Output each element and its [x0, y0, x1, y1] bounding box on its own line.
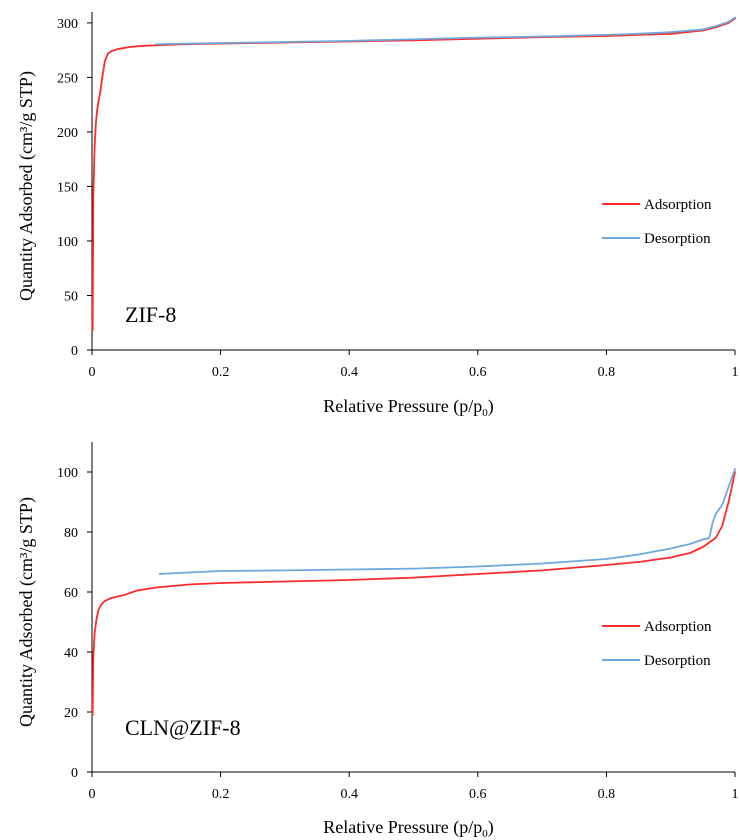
y-tick-label: 0	[71, 344, 78, 359]
x-tick-label: 0.8	[598, 787, 616, 802]
y-axis-title: Quantity Adsorbed (cm³/g STP)	[16, 71, 37, 301]
x-tick-label: 0.4	[340, 365, 358, 380]
x-axis-title-subscript: 0	[482, 828, 488, 840]
x-axis-title-end: )	[488, 396, 494, 417]
y-axis-title: Quantity Adsorbed (cm³/g STP)	[16, 497, 37, 727]
y-tick-label: 100	[57, 235, 78, 250]
x-axis-title-subscript: 0	[482, 407, 488, 419]
y-tick-label: 100	[57, 466, 78, 481]
y-tick-label: 20	[64, 706, 78, 721]
x-tick-label: 0.4	[340, 787, 358, 802]
series-line-desorption	[155, 16, 736, 46]
y-tick-label: 80	[64, 526, 78, 541]
series-line-adsorption	[91, 471, 736, 716]
y-tick-label: 300	[57, 17, 78, 32]
x-tick-label: 0.6	[469, 365, 487, 380]
y-tick-label: 0	[71, 766, 78, 781]
series-line-desorption	[158, 468, 736, 575]
y-tick-label: 200	[57, 126, 78, 141]
x-tick-label: 1	[732, 365, 739, 380]
y-tick-label: 250	[57, 71, 78, 86]
legend: Adsorption Desorption	[602, 619, 712, 669]
x-axis-title-text: Relative Pressure (p/p	[323, 396, 482, 417]
panel-label: CLN@ZIF-8	[125, 715, 241, 740]
x-axis-title-end: )	[488, 817, 494, 838]
legend-label-desorption: Desorption	[644, 653, 711, 669]
x-axis-title: Relative Pressure (p/p0)	[323, 396, 493, 419]
chart-panel-2: 0 20 40 60 80 100 0 0.2 0.4 0.6 0.8 1 Relative Press…	[16, 442, 739, 840]
legend-label-adsorption: Adsorption	[644, 619, 712, 635]
x-tick-label: 0.8	[598, 365, 616, 380]
x-axis-title-text: Relative Pressure (p/p	[323, 817, 482, 838]
legend-label-desorption: Desorption	[644, 231, 711, 247]
x-tick-label: 0.2	[212, 365, 230, 380]
series-line-adsorption	[91, 17, 736, 332]
x-tick-label: 1	[732, 787, 739, 802]
y-tick-label: 50	[64, 289, 78, 304]
y-tick-label: 150	[57, 180, 78, 195]
x-tick-label: 0	[89, 787, 96, 802]
x-tick-label: 0.6	[469, 787, 487, 802]
legend: Adsorption Desorption	[602, 197, 712, 247]
x-tick-label: 0	[89, 365, 96, 380]
chart-panel-1: 0 50 100 150 200 250 300 0 0.2 0.4 0.6 0.8 1 Relative…	[16, 12, 739, 419]
y-tick-label: 40	[64, 646, 78, 661]
x-tick-label: 0.2	[212, 787, 230, 802]
panel-label: ZIF-8	[125, 302, 176, 327]
x-axis-title: Relative Pressure (p/p0)	[323, 817, 493, 840]
y-tick-label: 60	[64, 586, 78, 601]
legend-label-adsorption: Adsorption	[644, 197, 712, 213]
